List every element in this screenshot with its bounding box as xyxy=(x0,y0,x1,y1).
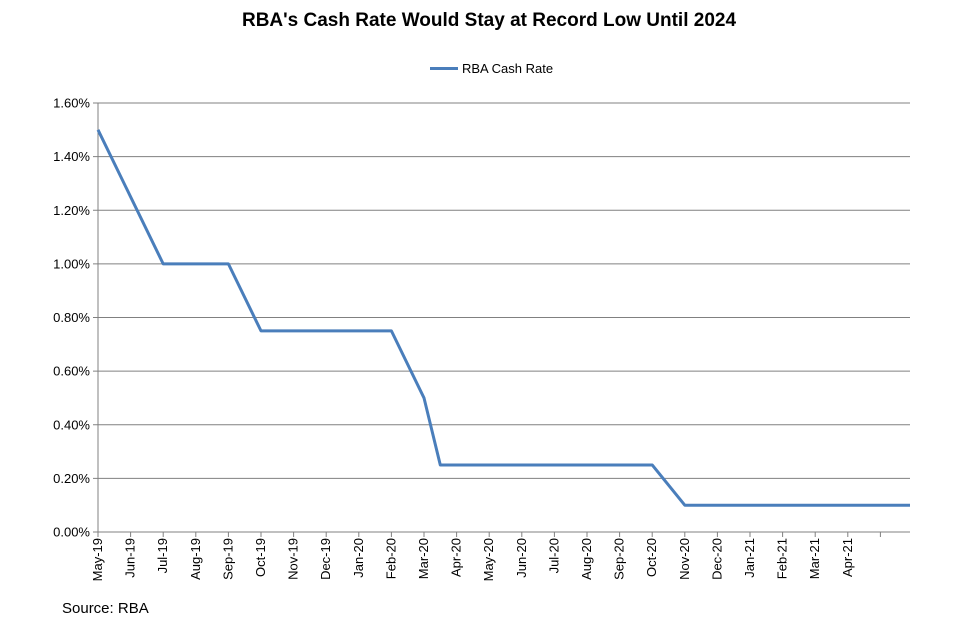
x-tick-label: Aug-19 xyxy=(188,538,203,580)
x-tick-label: Jun-20 xyxy=(514,538,529,578)
x-tick-label: Sep-19 xyxy=(220,538,235,580)
y-tick-label: 1.60% xyxy=(53,96,90,111)
x-tick-label: Jan-21 xyxy=(742,538,757,578)
y-tick-label: 0.60% xyxy=(53,364,90,379)
chart-title: RBA's Cash Rate Would Stay at Record Low… xyxy=(241,10,737,31)
x-tick-label: Oct-20 xyxy=(644,538,659,577)
x-tick-label: Apr-21 xyxy=(840,538,855,577)
x-tick-label: Oct-19 xyxy=(253,538,268,577)
legend: RBA Cash Rate xyxy=(430,58,553,78)
x-tick-label: Jun-19 xyxy=(123,538,138,578)
x-tick-label: Apr-20 xyxy=(449,538,464,577)
x-tick-label: May-19 xyxy=(90,538,105,581)
x-tick-label: Jul-19 xyxy=(155,538,170,573)
y-tick-label: 1.00% xyxy=(53,256,90,271)
x-tick-label: Nov-19 xyxy=(286,538,301,580)
x-tick-label: Mar-20 xyxy=(416,538,431,579)
series-line-rba-cash-rate xyxy=(96,129,910,507)
x-tick-label: Feb-21 xyxy=(775,538,790,579)
x-tick-label: Dec-20 xyxy=(709,538,724,580)
legend-label: RBA Cash Rate xyxy=(462,60,554,76)
x-tick-label: Mar-21 xyxy=(807,538,822,579)
y-tick-label: 0.40% xyxy=(53,417,90,432)
source-note: Source: RBA xyxy=(62,600,149,617)
y-tick-label: 0.80% xyxy=(53,310,90,325)
x-tick-label: Jul-20 xyxy=(546,538,561,573)
x-tick-label: Jan-20 xyxy=(351,538,366,578)
y-tick-label: 1.20% xyxy=(53,203,90,218)
x-tick-label: Nov-20 xyxy=(677,538,692,580)
y-tick-label: 0.20% xyxy=(53,471,90,486)
y-tick-label: 1.40% xyxy=(53,149,90,164)
x-tick-label: Dec-19 xyxy=(318,538,333,580)
x-tick-label: Sep-20 xyxy=(612,538,627,580)
legend-swatch xyxy=(430,66,458,70)
x-tick-label: May-20 xyxy=(481,538,496,581)
x-tick-label: Feb-20 xyxy=(383,538,398,579)
y-tick-label: 0.00% xyxy=(53,525,90,540)
x-tick-label: Aug-20 xyxy=(579,538,594,580)
